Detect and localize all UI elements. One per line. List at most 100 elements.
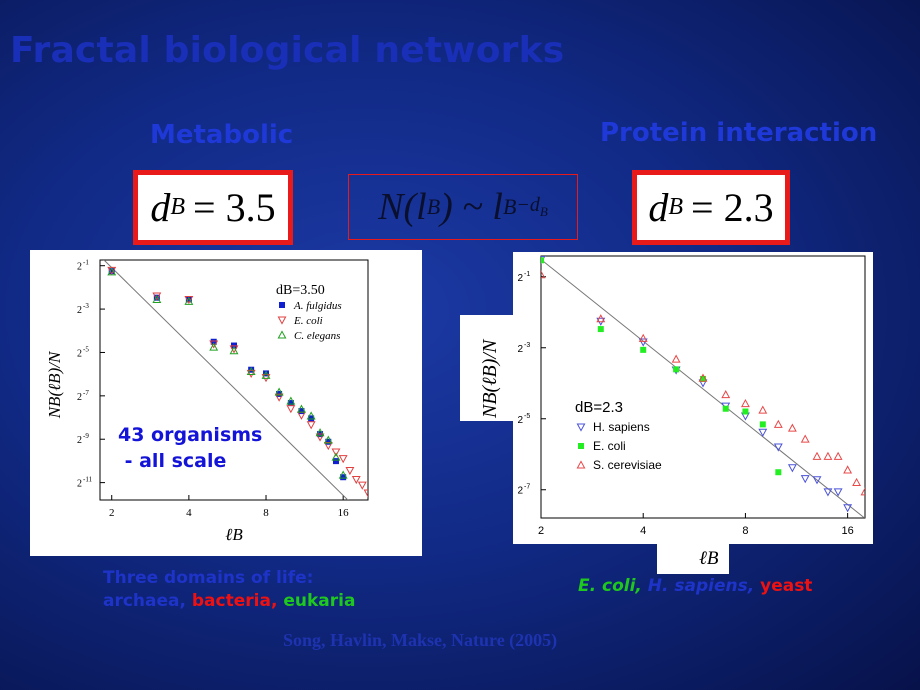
data-point (184, 296, 194, 305)
data-point (843, 504, 853, 513)
data-point (209, 342, 219, 351)
data-point (306, 421, 316, 430)
data-point (261, 370, 271, 379)
legend-label: C. elegans (294, 330, 340, 342)
x-tick-label: 4 (640, 525, 646, 537)
data-point (308, 415, 315, 422)
data-point (758, 428, 768, 437)
y-tick-exponent: -7 (83, 389, 89, 397)
eq-lhs: N(l (378, 186, 427, 228)
data-point (297, 404, 306, 413)
data-point (298, 408, 305, 415)
eq-mid: ) ~ l (440, 186, 503, 228)
eq-value: = 2.3 (691, 185, 774, 230)
y-tick-label: 2 (77, 262, 82, 273)
data-point (860, 487, 865, 496)
data-point (800, 434, 810, 443)
plot-frame (99, 259, 369, 501)
y-tick-exponent: -7 (524, 484, 530, 491)
plot-frame (540, 255, 866, 519)
eq-value: = 3.5 (193, 185, 276, 230)
data-point (812, 476, 822, 485)
data-point (722, 405, 729, 412)
protein-ylabel: NB(ℓB)/N (479, 338, 501, 419)
legend-marker (277, 330, 287, 339)
eq-sub: B (426, 194, 441, 219)
protein-xlabel-box: ℓB (657, 544, 729, 574)
y-tick-label: 2 (517, 486, 523, 497)
data-point (325, 438, 332, 445)
series-group (107, 267, 348, 479)
box-counting-scaling-law: N(l B) ~ l B −dB (348, 174, 578, 240)
eq-symbol: d (648, 185, 669, 230)
data-point (773, 419, 783, 428)
organisms-annotation: 43 organisms - all scale (118, 422, 262, 474)
legend-label: S. cerevisiae (593, 458, 662, 472)
data-point (152, 292, 162, 301)
legend: dB=3.50 A. fulgidus E. coli C. elegans (276, 283, 342, 342)
eq-symbol: d (150, 185, 171, 230)
data-point (229, 345, 239, 354)
data-point (286, 396, 296, 405)
y-tick-exponent: -1 (83, 259, 89, 267)
data-point (286, 405, 296, 414)
data-point (700, 375, 706, 382)
x-axis-label: ℓB (225, 525, 243, 544)
data-point (843, 465, 853, 474)
data-point (306, 411, 316, 420)
eq-subscript: B (668, 194, 684, 220)
metabolic-heading: Metabolic (150, 120, 294, 150)
data-point (698, 373, 708, 382)
eq-exponent: −dB (516, 194, 548, 219)
y-tick-label: 2 (77, 479, 82, 490)
data-point (742, 408, 749, 415)
legend-label: H. sapiens (593, 420, 650, 434)
data-point (640, 346, 647, 353)
y-tick-exponent: -11 (83, 476, 93, 484)
data-point (287, 400, 294, 407)
data-point (812, 451, 822, 460)
data-point (773, 443, 783, 452)
x-tick-label: 8 (742, 525, 748, 537)
data-point (248, 366, 255, 373)
data-point (332, 458, 339, 465)
caption-hsapiens: H. sapiens, (647, 576, 755, 596)
caption-ecoli: E. coli, (578, 576, 642, 596)
data-point (338, 455, 348, 464)
data-point (833, 451, 843, 460)
data-point (274, 393, 284, 402)
legend-label: E. coli (593, 439, 626, 453)
data-point (185, 296, 192, 303)
data-point (315, 428, 325, 437)
legend-marker (277, 316, 287, 325)
legend-label: E. coli (293, 315, 323, 327)
data-point (823, 488, 833, 497)
data-point (787, 464, 797, 473)
data-point (246, 366, 256, 376)
series-group (541, 257, 782, 476)
data-point (338, 470, 348, 479)
y-tick-label: 2 (517, 415, 523, 426)
eq-sub2: B (502, 194, 517, 219)
caption-archaea: archaea, (103, 591, 186, 611)
data-point (331, 448, 341, 457)
y-axis-label: NB(ℓB)/N (45, 350, 64, 419)
x-tick-label: 16 (338, 507, 350, 519)
protein-ylabel-box: NB(ℓB)/N (460, 315, 513, 421)
y-tick-exponent: -3 (83, 302, 89, 310)
data-point (351, 475, 361, 485)
data-point (823, 451, 833, 460)
protein-dimension-equation: d B = 2.3 (632, 170, 790, 245)
data-point (721, 390, 731, 399)
data-point (357, 481, 367, 490)
eq-subscript: B (170, 194, 186, 220)
data-point (541, 257, 544, 264)
data-point (800, 475, 810, 484)
data-point (673, 366, 680, 373)
data-point (638, 333, 648, 342)
legend-title: dB=2.3 (575, 399, 623, 416)
y-tick-label: 2 (517, 344, 523, 355)
species-caption: E. coli, H. sapiens, yeast (578, 576, 812, 596)
